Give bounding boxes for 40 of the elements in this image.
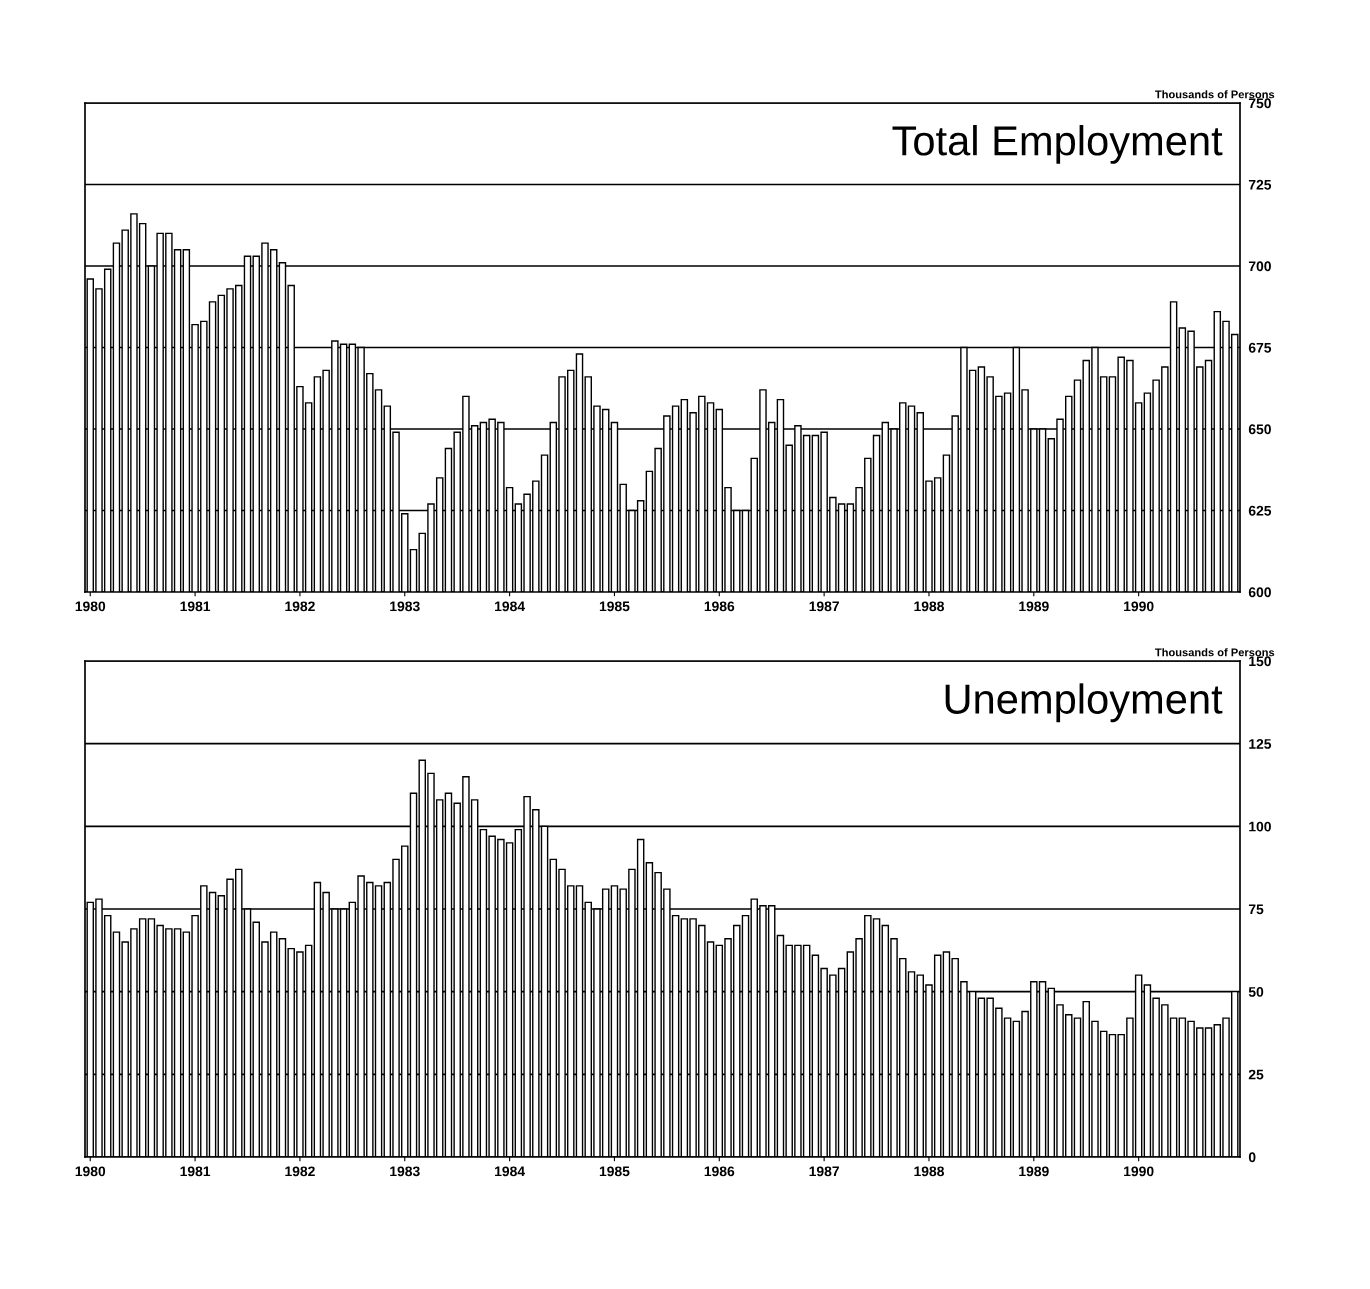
x-tick-label: 1983 xyxy=(390,601,420,612)
x-tick-label: 1987 xyxy=(809,601,839,612)
y-axis-title: Thousands of Persons xyxy=(1155,648,1275,657)
x-tick-label: 1989 xyxy=(1019,601,1049,612)
y-tick-label: 50 xyxy=(1248,987,1264,997)
x-tick-label: 1986 xyxy=(704,1166,735,1177)
x-tick-label: 1984 xyxy=(495,1166,525,1177)
x-tick-label: 1986 xyxy=(704,601,735,612)
x-tick-label: 1988 xyxy=(914,1166,944,1177)
y-tick-label: 75 xyxy=(1248,904,1264,915)
y-tick-label: 625 xyxy=(1248,505,1272,516)
x-tick-label: 1989 xyxy=(1019,1166,1049,1177)
x-tick-label: 1988 xyxy=(914,601,944,612)
x-tick-label: 1984 xyxy=(495,601,525,612)
x-tick-label: 1982 xyxy=(285,1166,315,1177)
x-tick-label: 1981 xyxy=(180,601,211,612)
x-tick-label: 1981 xyxy=(180,1166,211,1177)
x-tick-label: 1983 xyxy=(390,1166,420,1177)
y-tick-label: 750 xyxy=(1248,98,1271,109)
y-tick-label: 100 xyxy=(1249,821,1271,832)
y-tick-label: 0 xyxy=(1248,1152,1256,1163)
x-tick-label: 1980 xyxy=(75,601,106,612)
y-tick-label: 150 xyxy=(1249,656,1271,667)
y-tick-label: 650 xyxy=(1248,424,1271,435)
x-tick-label: 1980 xyxy=(75,1166,106,1177)
y-tick-label: 25 xyxy=(1248,1069,1264,1080)
y-tick-label: 725 xyxy=(1248,179,1272,190)
x-tick-label: 1982 xyxy=(285,601,315,612)
x-tick-label: 1987 xyxy=(809,1166,839,1177)
y-axis-title: Thousands of Persons xyxy=(1155,90,1275,99)
y-tick-label: 675 xyxy=(1248,342,1272,353)
x-tick-label: 1990 xyxy=(1124,1166,1154,1177)
text: Unemployment xyxy=(945,683,1223,723)
x-tick-label: 1990 xyxy=(1124,601,1154,612)
y-tick-label: 700 xyxy=(1248,261,1271,272)
y-tick-label: 125 xyxy=(1249,739,1272,749)
chart-title: Total Employment xyxy=(892,125,1223,164)
x-tick-label: 1985 xyxy=(599,1166,630,1177)
y-tick-label: 600 xyxy=(1248,587,1271,598)
x-tick-label: 1985 xyxy=(599,601,630,612)
